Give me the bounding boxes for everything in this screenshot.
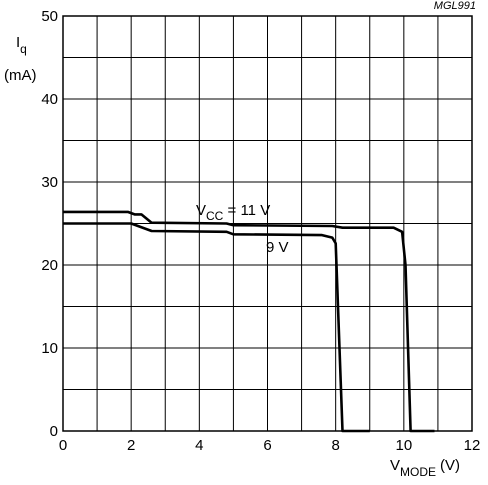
y-axis-subscript: q [20,42,27,56]
x-axis-unit: (V) [440,457,460,474]
x-tick-label: 8 [331,437,339,454]
x-tick-label: 10 [395,437,412,454]
series-label-11v-suffix: = 11 V [223,202,270,219]
x-axis-label: VMODE (V) [390,457,460,479]
x-tick-label: 4 [195,437,203,454]
grid [63,16,472,431]
series-line-0 [63,210,435,433]
y-axis-unit: (mA) [4,67,37,84]
y-tick-label: 10 [41,340,58,357]
x-axis-symbol: V [390,457,400,474]
y-tick-label: 30 [41,174,58,191]
series-label-9v: 9 V [266,239,289,256]
x-tick-label: 12 [464,437,481,454]
y-tick-label: 20 [41,257,58,274]
x-tick-label: 0 [59,437,67,454]
y-axis-symbol: I [16,34,20,51]
series-label-11v-prefix: V [196,202,206,219]
tick-labels: 0 2 4 6 8 10 12 0 10 20 30 40 50 [41,8,480,454]
x-tick-label: 2 [127,437,135,454]
x-tick-label: 6 [263,437,271,454]
y-tick-label: 40 [41,91,58,108]
y-tick-label: 0 [50,423,58,440]
y-tick-label: 50 [41,8,58,25]
series-label-11v: VCC = 11 V [196,202,270,223]
y-axis-label: Iq [16,34,27,56]
series-label-11v-subscript: CC [206,209,224,223]
series-line-1 [63,222,370,433]
x-axis-subscript: MODE [400,465,436,479]
figure-code: MGL991 [434,0,476,12]
series [63,210,435,433]
